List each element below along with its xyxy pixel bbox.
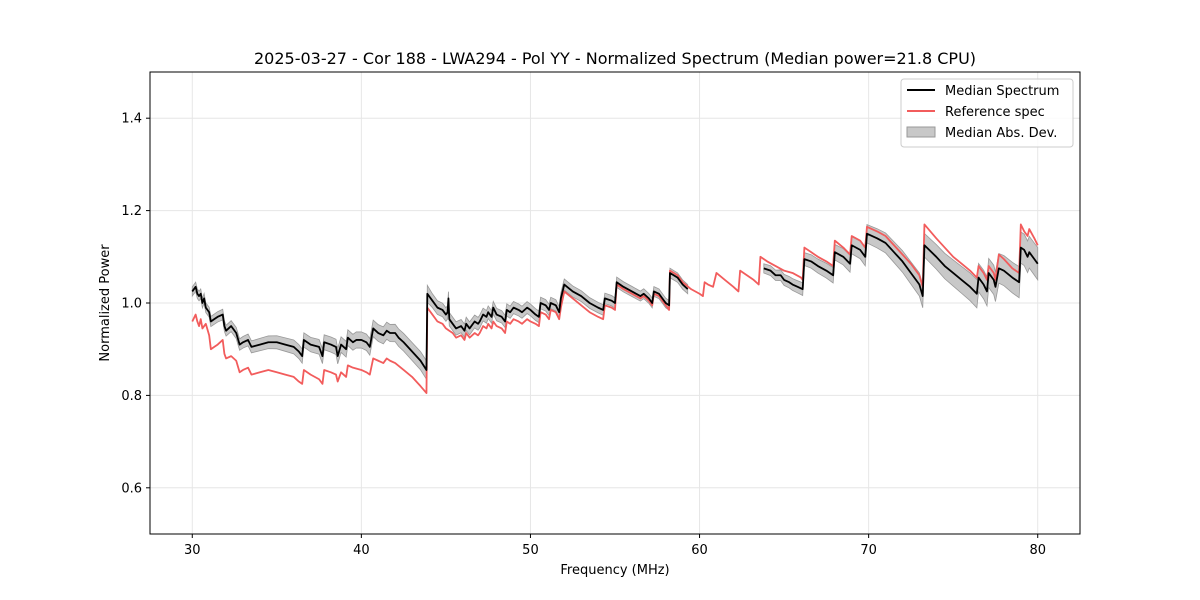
- x-tick-label: 60: [691, 543, 708, 558]
- legend-mad-swatch: [906, 126, 936, 138]
- reference-spectrum-layer: [191, 223, 1039, 394]
- x-tick-label: 80: [1029, 543, 1046, 558]
- y-axis-label: Normalized Power: [98, 244, 113, 362]
- x-axis-label: Frequency (MHz): [560, 563, 669, 578]
- reference-spectrum-line: [191, 223, 1039, 394]
- legend-reference-label: Reference spec: [945, 105, 1045, 120]
- legend-mad-label: Median Abs. Dev.: [945, 126, 1057, 141]
- y-tick-label: 0.6: [121, 481, 142, 496]
- median-spectrum-line: [763, 232, 1039, 297]
- legend-median-label: Median Spectrum: [945, 84, 1059, 99]
- median-spectrum-line: [191, 272, 689, 371]
- x-tick-label: 50: [522, 543, 539, 558]
- x-tick-label: 70: [860, 543, 877, 558]
- legend-box: [900, 78, 1074, 148]
- y-tick-label: 1.2: [121, 204, 142, 219]
- median-spectrum-layer: [191, 232, 1039, 371]
- chart-title: 2025-03-27 - Cor 188 - LWA294 - Pol YY -…: [254, 49, 976, 68]
- x-tick-label: 40: [353, 543, 370, 558]
- x-tick-label: 30: [184, 543, 201, 558]
- tick-layer: 30 40 50 60 70 80 0.6 0.8 1.0 1.2 1.4: [121, 112, 1046, 558]
- y-tick-label: 1.0: [121, 297, 142, 312]
- mad-band: [191, 267, 689, 381]
- y-tick-label: 1.4: [121, 112, 142, 127]
- legend: Median Spectrum Reference spec Median Ab…: [900, 78, 1074, 148]
- y-tick-label: 0.8: [121, 389, 142, 404]
